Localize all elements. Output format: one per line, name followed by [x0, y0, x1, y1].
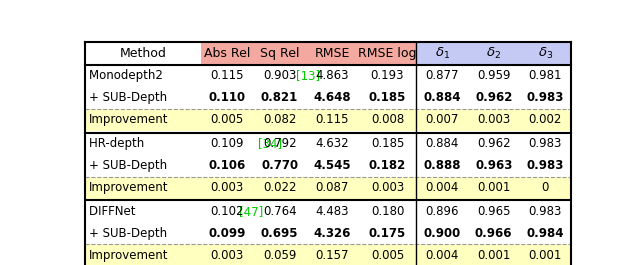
Text: 0.059: 0.059 — [263, 249, 296, 262]
Bar — [85, 42, 201, 65]
Text: 0.082: 0.082 — [263, 113, 296, 126]
Text: 0.003: 0.003 — [211, 249, 244, 262]
Text: 0.005: 0.005 — [211, 113, 244, 126]
Text: + SUB-Depth: + SUB-Depth — [89, 227, 167, 240]
Text: $\delta_2$: $\delta_2$ — [486, 46, 501, 61]
Text: 0.087: 0.087 — [316, 181, 349, 194]
Bar — [358, 42, 417, 65]
Text: 0.962: 0.962 — [477, 137, 511, 150]
Text: Sq Rel: Sq Rel — [260, 47, 300, 60]
Text: 0.008: 0.008 — [371, 113, 404, 126]
Text: RMSE: RMSE — [314, 47, 350, 60]
Text: 0.007: 0.007 — [426, 113, 459, 126]
Bar — [468, 42, 520, 65]
Text: 0.005: 0.005 — [371, 249, 404, 262]
Text: 0.965: 0.965 — [477, 205, 511, 218]
Text: 0.001: 0.001 — [477, 181, 510, 194]
Text: 0.983: 0.983 — [529, 137, 562, 150]
Text: Abs Rel: Abs Rel — [204, 47, 250, 60]
Text: 0: 0 — [541, 181, 549, 194]
Text: RMSE log: RMSE log — [358, 47, 417, 60]
Text: Method: Method — [120, 47, 166, 60]
Text: 0.983: 0.983 — [527, 91, 564, 104]
Text: 0.896: 0.896 — [426, 205, 459, 218]
Text: 0.962: 0.962 — [475, 91, 513, 104]
Text: 0.764: 0.764 — [263, 205, 296, 218]
Text: 0.106: 0.106 — [209, 159, 246, 172]
Text: Improvement: Improvement — [89, 181, 168, 194]
Text: 0.981: 0.981 — [529, 69, 562, 82]
Text: 0.983: 0.983 — [527, 159, 564, 172]
Text: 0.877: 0.877 — [426, 69, 459, 82]
Bar — [85, 177, 571, 199]
Text: 0.821: 0.821 — [261, 91, 298, 104]
Text: HR-depth: HR-depth — [89, 137, 148, 150]
Bar — [520, 42, 571, 65]
Text: 0.792: 0.792 — [263, 137, 296, 150]
Text: 0.193: 0.193 — [371, 69, 404, 82]
Text: 0.182: 0.182 — [369, 159, 406, 172]
Text: 0.004: 0.004 — [426, 249, 459, 262]
Text: 0.888: 0.888 — [424, 159, 461, 172]
Text: 0.115: 0.115 — [211, 69, 244, 82]
Text: [13]: [13] — [296, 69, 320, 82]
Text: 0.900: 0.900 — [424, 227, 461, 240]
Bar — [253, 42, 306, 65]
Text: 0.003: 0.003 — [211, 181, 244, 194]
Text: 0.004: 0.004 — [426, 181, 459, 194]
Text: 0.099: 0.099 — [208, 227, 246, 240]
Text: 0.002: 0.002 — [529, 113, 562, 126]
Text: 0.903: 0.903 — [263, 69, 296, 82]
Text: 4.632: 4.632 — [316, 137, 349, 150]
Text: 0.770: 0.770 — [261, 159, 298, 172]
Bar — [85, 244, 571, 265]
Text: + SUB-Depth: + SUB-Depth — [89, 159, 167, 172]
Text: 0.185: 0.185 — [371, 137, 404, 150]
Text: 4.863: 4.863 — [316, 69, 349, 82]
Bar — [306, 42, 358, 65]
Text: 0.157: 0.157 — [316, 249, 349, 262]
Text: 0.001: 0.001 — [477, 249, 510, 262]
Text: 0.983: 0.983 — [529, 205, 562, 218]
Text: 0.110: 0.110 — [209, 91, 246, 104]
Bar — [85, 109, 571, 131]
Text: $\delta_1$: $\delta_1$ — [435, 46, 450, 61]
Bar — [417, 42, 468, 65]
Text: 4.483: 4.483 — [316, 205, 349, 218]
Text: Improvement: Improvement — [89, 113, 168, 126]
Text: [34]: [34] — [259, 137, 282, 150]
Text: + SUB-Depth: + SUB-Depth — [89, 91, 167, 104]
Text: 0.102: 0.102 — [211, 205, 244, 218]
Text: 4.326: 4.326 — [314, 227, 351, 240]
Bar — [201, 42, 253, 65]
Text: 4.648: 4.648 — [314, 91, 351, 104]
Text: Improvement: Improvement — [89, 249, 168, 262]
Text: DIFFNet: DIFFNet — [89, 205, 139, 218]
Text: Monodepth2: Monodepth2 — [89, 69, 166, 82]
Text: $\delta_3$: $\delta_3$ — [538, 46, 553, 61]
Text: 0.959: 0.959 — [477, 69, 511, 82]
Text: 0.695: 0.695 — [261, 227, 298, 240]
Text: 0.984: 0.984 — [527, 227, 564, 240]
Text: 0.185: 0.185 — [369, 91, 406, 104]
Text: [47]: [47] — [239, 205, 264, 218]
Text: 0.022: 0.022 — [263, 181, 296, 194]
Text: 0.003: 0.003 — [371, 181, 404, 194]
Text: 0.963: 0.963 — [475, 159, 513, 172]
Text: 4.545: 4.545 — [314, 159, 351, 172]
Text: 0.884: 0.884 — [426, 137, 459, 150]
Text: 0.115: 0.115 — [316, 113, 349, 126]
Text: 0.884: 0.884 — [424, 91, 461, 104]
Text: 0.003: 0.003 — [477, 113, 510, 126]
Text: 0.001: 0.001 — [529, 249, 562, 262]
Text: 0.966: 0.966 — [475, 227, 513, 240]
Text: 0.109: 0.109 — [211, 137, 244, 150]
Text: 0.180: 0.180 — [371, 205, 404, 218]
Text: 0.175: 0.175 — [369, 227, 406, 240]
